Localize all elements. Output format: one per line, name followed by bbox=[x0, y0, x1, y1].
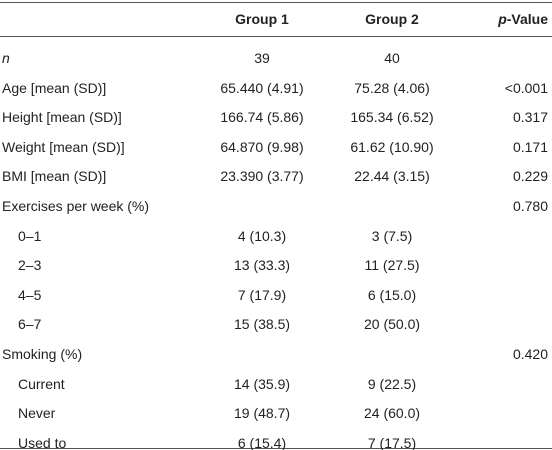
header-cell: Group 1 bbox=[235, 11, 289, 27]
group1-cell: 14 (35.9) bbox=[233, 375, 291, 392]
group1-cell: 23.390 (3.77) bbox=[220, 168, 304, 185]
row-label: Weight [mean (SD)] bbox=[2, 138, 125, 155]
p-value-cell: 0.420 bbox=[512, 346, 548, 362]
group2-cell: 165.34 (6.52) bbox=[350, 109, 434, 126]
group2-cell: 6 (15.0) bbox=[367, 286, 417, 303]
header-rule bbox=[0, 36, 552, 37]
header-cell: p-Value bbox=[498, 9, 548, 29]
row-label: 2–3 bbox=[18, 257, 42, 274]
row-label: Age [mean (SD)] bbox=[2, 79, 107, 96]
header-cell: Group 2 bbox=[365, 11, 419, 27]
row-label: 6–7 bbox=[18, 316, 42, 333]
row-label: 4–5 bbox=[18, 286, 42, 303]
group2-cell: 9 (22.5) bbox=[367, 375, 417, 392]
row-label: BMI [mean (SD)] bbox=[2, 168, 107, 185]
top-rule bbox=[0, 2, 552, 3]
row-label: Current bbox=[18, 375, 65, 392]
group2-cell: 40 bbox=[384, 50, 400, 66]
header-italic: p bbox=[498, 11, 507, 27]
group1-cell: 64.870 (9.98) bbox=[220, 138, 304, 155]
row-label: Exercises per week (%) bbox=[2, 198, 150, 214]
group1-cell: 4 (10.3) bbox=[237, 227, 287, 244]
group1-cell: 166.74 (5.86) bbox=[220, 109, 304, 126]
header-text: -Value bbox=[506, 11, 548, 27]
group1-cell: 65.440 (4.91) bbox=[220, 79, 304, 96]
group2-cell: 22.44 (3.15) bbox=[354, 168, 430, 185]
group1-cell: 19 (48.7) bbox=[233, 405, 291, 422]
row-label: Used to bbox=[18, 434, 67, 450]
group1-cell: 15 (38.5) bbox=[233, 316, 291, 333]
p-value-cell: 0.229 bbox=[512, 168, 548, 185]
p-value-cell: 0.780 bbox=[512, 198, 548, 214]
row-label: Height [mean (SD)] bbox=[2, 109, 122, 126]
group2-cell: 61.62 (10.90) bbox=[350, 138, 434, 155]
group2-cell: 11 (27.5) bbox=[364, 257, 420, 274]
p-value-cell: 0.171 bbox=[512, 138, 548, 155]
group1-cell: 13 (33.3) bbox=[233, 257, 291, 274]
group2-cell: 7 (17.5) bbox=[367, 434, 417, 450]
p-value-cell: <0.001 bbox=[504, 79, 548, 96]
group2-cell: 75.28 (4.06) bbox=[354, 79, 430, 96]
group1-cell: 6 (15.4) bbox=[237, 434, 287, 450]
p-value-cell: 0.317 bbox=[512, 109, 548, 126]
group2-cell: 3 (7.5) bbox=[371, 227, 413, 244]
group1-cell: 7 (17.9) bbox=[237, 286, 287, 303]
row-label: Never bbox=[18, 405, 56, 422]
row-label: 0–1 bbox=[18, 227, 42, 244]
group2-cell: 24 (60.0) bbox=[363, 405, 421, 422]
group1-cell: 39 bbox=[254, 50, 270, 66]
row-label: Smoking (%) bbox=[2, 346, 83, 362]
row-label: n bbox=[2, 50, 10, 66]
bottom-rule bbox=[0, 448, 552, 449]
group2-cell: 20 (50.0) bbox=[363, 316, 421, 333]
